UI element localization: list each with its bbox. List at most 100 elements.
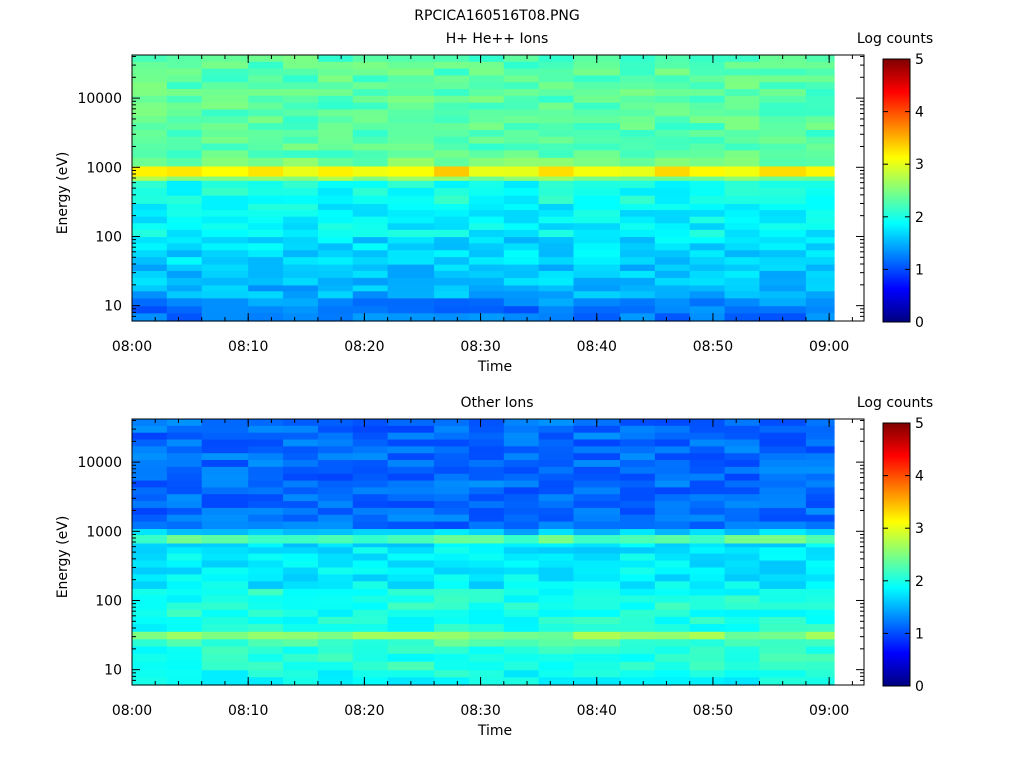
heatmap-cell (503, 165, 540, 177)
heatmap-cell (654, 250, 691, 258)
heatmap-cell (352, 624, 389, 632)
heatmap-cell (724, 250, 761, 258)
heatmap-cell (166, 560, 203, 569)
heatmap-cell (317, 109, 354, 117)
heatmap-cell (654, 616, 691, 625)
heatmap-cell (352, 588, 389, 597)
heatmap-cell (352, 487, 389, 495)
heatmap-cell (805, 473, 835, 482)
heatmap-cell (503, 175, 540, 181)
heatmap-cell (573, 277, 621, 286)
heatmap-cell (468, 669, 505, 678)
heatmap-cell (654, 175, 691, 181)
heatmap-cell (620, 129, 656, 138)
heatmap-cell (538, 507, 575, 516)
heatmap-cell (434, 229, 470, 238)
heatmap-cell (503, 216, 540, 224)
heatmap-cell (805, 487, 835, 495)
heatmap-cell (538, 677, 575, 686)
heatmap-cell (573, 284, 621, 292)
heatmap-cell (248, 631, 284, 640)
heatmap-cell (387, 297, 435, 307)
heatmap-cell (573, 236, 621, 244)
heatmap-cell (468, 150, 505, 158)
heatmap-cell (573, 175, 621, 181)
heatmap-cell (503, 264, 540, 272)
heatmap-cell (352, 284, 389, 292)
heatmap-cell (805, 102, 835, 111)
heatmap-cell (805, 270, 835, 279)
heatmap-cell (166, 507, 203, 516)
heatmap-cell (166, 136, 203, 145)
heatmap-cell (724, 123, 761, 131)
y-tick-label: 1000 (86, 160, 122, 176)
heatmap-cell (434, 284, 470, 292)
heatmap-cell (166, 542, 203, 548)
heatmap-cell (503, 297, 540, 307)
heatmap-cell (573, 669, 621, 678)
heatmap-cell (132, 528, 168, 536)
heatmap-cell (724, 507, 761, 516)
heatmap-cell (689, 514, 726, 523)
heatmap-cell (468, 542, 505, 548)
heatmap-cell (283, 264, 319, 272)
heatmap-cell (387, 487, 435, 495)
heatmap-cell (248, 521, 284, 530)
heatmap-cell (317, 595, 354, 604)
heatmap-cell (283, 291, 319, 299)
heatmap-cell (166, 82, 203, 90)
y-axis-label: Energy (eV) (55, 516, 71, 599)
heatmap-cell (317, 175, 354, 181)
heatmap-cell (620, 546, 656, 555)
heatmap-cell (132, 521, 168, 530)
heatmap-cell (573, 453, 621, 461)
heatmap-cell (201, 229, 249, 238)
heatmap-cell (759, 616, 807, 625)
heatmap-cell (201, 616, 249, 625)
heatmap-cell (283, 257, 319, 265)
heatmap-cell (759, 291, 807, 299)
heatmap-cell (201, 487, 249, 495)
heatmap-cell (573, 165, 621, 177)
heatmap-cell (538, 136, 575, 145)
heatmap-cell (468, 229, 505, 238)
heatmap-cell (387, 82, 435, 90)
heatmap-cell (503, 677, 540, 686)
heatmap-cell (248, 574, 284, 582)
heatmap-cell (352, 165, 389, 177)
heatmap-cell (132, 250, 168, 258)
heatmap-cell (805, 514, 835, 523)
heatmap-cell (805, 284, 835, 292)
heatmap-cell (654, 588, 691, 597)
heatmap-cell (689, 624, 726, 632)
heatmap-cell (352, 432, 389, 441)
heatmap-cell (201, 595, 249, 604)
heatmap-cell (352, 129, 389, 138)
heatmap-cell (654, 446, 691, 454)
heatmap-cell (503, 507, 540, 516)
heatmap-cell (759, 123, 807, 131)
heatmap-cell (352, 313, 389, 322)
heatmap-cell (166, 55, 203, 63)
heatmap-cell (434, 203, 470, 211)
heatmap-cell (317, 534, 354, 544)
colorbar-tick-label: 2 (915, 210, 924, 226)
heatmap-cell (434, 82, 470, 90)
heatmap-cell (689, 89, 726, 97)
heatmap-cell (166, 143, 203, 151)
heatmap-cell (166, 631, 203, 640)
heatmap-cell (201, 270, 249, 279)
heatmap-cell (538, 82, 575, 90)
heatmap-cell (724, 109, 761, 117)
colorbar-tick-label: 2 (915, 574, 924, 590)
heatmap-cell (805, 588, 835, 597)
heatmap-cell (132, 602, 168, 611)
heatmap-cell (538, 243, 575, 251)
x-tick-label: 08:50 (693, 339, 733, 355)
heatmap-cell (805, 645, 835, 655)
heatmap-cell (538, 157, 575, 167)
heatmap-cell (468, 68, 505, 77)
heatmap-cell (724, 229, 761, 238)
heatmap-cell (503, 453, 540, 461)
heatmap-cell (132, 75, 168, 83)
